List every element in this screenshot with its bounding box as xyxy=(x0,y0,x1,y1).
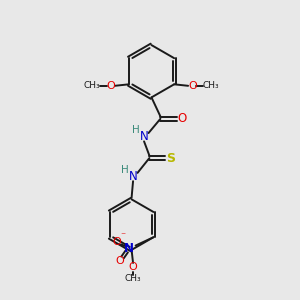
Text: O: O xyxy=(112,237,121,247)
Text: N: N xyxy=(129,170,137,183)
Text: H: H xyxy=(132,125,140,135)
Text: O: O xyxy=(106,81,115,91)
Text: O: O xyxy=(188,81,197,91)
Text: O: O xyxy=(129,262,137,272)
Text: O: O xyxy=(177,112,186,125)
Text: O: O xyxy=(115,256,124,266)
Text: CH₃: CH₃ xyxy=(203,81,219,90)
Text: S: S xyxy=(166,152,175,164)
Text: N: N xyxy=(140,130,148,143)
Text: H: H xyxy=(121,165,129,175)
Text: CH₃: CH₃ xyxy=(125,274,141,284)
Text: N: N xyxy=(124,242,134,255)
Text: CH₃: CH₃ xyxy=(84,81,100,90)
Text: ⁻: ⁻ xyxy=(121,232,126,242)
